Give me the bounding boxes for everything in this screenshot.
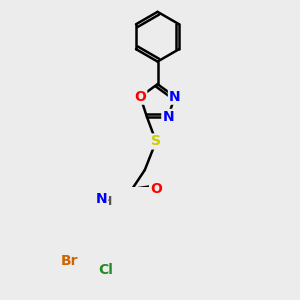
Text: N: N bbox=[162, 110, 174, 124]
Text: N: N bbox=[96, 192, 108, 206]
Text: N: N bbox=[169, 90, 181, 104]
Text: O: O bbox=[150, 182, 162, 196]
Text: O: O bbox=[134, 90, 146, 104]
Text: Br: Br bbox=[61, 254, 78, 268]
Text: S: S bbox=[151, 134, 161, 148]
Text: H: H bbox=[102, 195, 112, 208]
Text: Cl: Cl bbox=[98, 262, 113, 277]
